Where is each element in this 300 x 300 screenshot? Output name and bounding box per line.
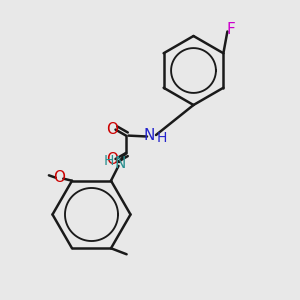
- Text: O: O: [106, 152, 119, 167]
- Text: H: H: [104, 154, 114, 168]
- Text: N: N: [143, 128, 155, 142]
- Text: F: F: [226, 22, 236, 38]
- Text: O: O: [53, 170, 65, 185]
- Text: N: N: [115, 156, 126, 171]
- Text: H: H: [157, 131, 167, 145]
- Text: O: O: [106, 122, 119, 136]
